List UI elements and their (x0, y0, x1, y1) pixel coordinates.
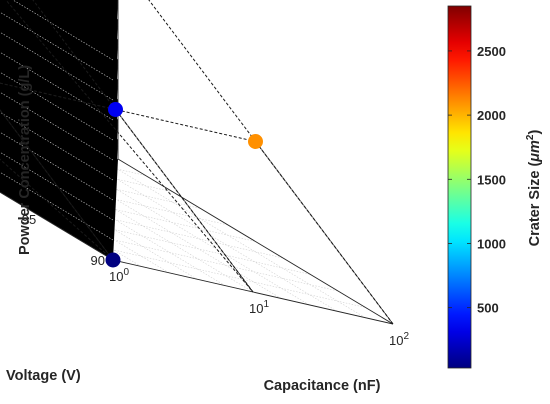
colorbar-tick-label: 2500 (477, 44, 506, 59)
x-tick-label: 100 (109, 267, 129, 284)
drop-line (0, 82, 256, 142)
data-point (108, 102, 123, 117)
x-axis-label: Capacitance (nF) (264, 378, 381, 394)
y-tick-label: 90 (91, 253, 105, 268)
wall-grid-line (12, 0, 116, 61)
colorbar-tick-label: 1500 (477, 172, 506, 187)
x-tick-label: 101 (249, 299, 269, 316)
colorbar: 500 1000 1500 2000 2500 Crater Size (μm2) (447, 5, 543, 369)
drop-line (255, 141, 394, 325)
y-tick-label: 95 (22, 212, 36, 227)
floor-edge (117, 158, 394, 325)
y-axis-line (0, 191, 114, 261)
x-tick-label: 102 (389, 331, 409, 348)
drop-line (0, 158, 114, 261)
drop-line (0, 109, 114, 261)
data-point (248, 134, 263, 149)
drop-line (115, 109, 254, 293)
floor-grid-line (89, 152, 366, 318)
y-axis-label: Voltage (V) (6, 368, 81, 384)
z-axis-label: Powder Concentration (g/L) (17, 65, 33, 255)
colorbar-tick-label: 1000 (477, 236, 506, 251)
drop-line (148, 0, 394, 325)
drop-line (5, 0, 254, 293)
colorbar-gradient (447, 5, 472, 369)
data-points (0, 0, 394, 325)
colorbar-tick-label: 500 (477, 301, 499, 316)
colorbar-label: Crater Size (μm2) (525, 130, 543, 247)
data-point (105, 252, 121, 268)
plot-axes: 02468109095100105110100101102Powder Conc… (0, 0, 409, 394)
colorbar-tick-label: 2000 (477, 108, 506, 123)
